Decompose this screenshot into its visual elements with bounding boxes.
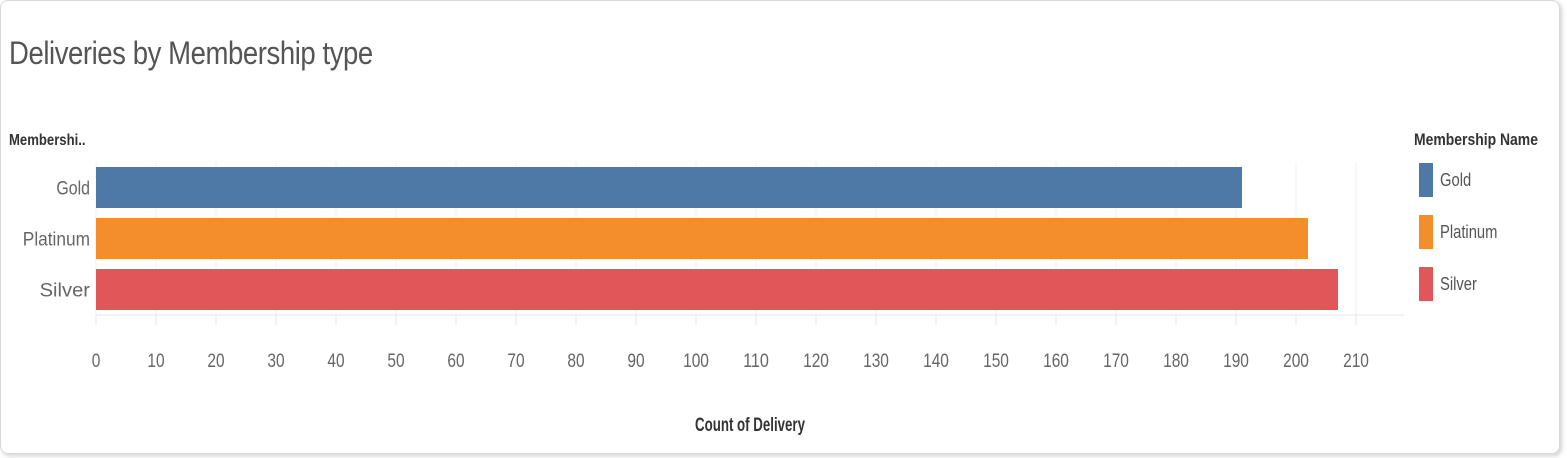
category-label-silver: Silver [40, 281, 91, 302]
x-tick-label: 150 [983, 351, 1009, 372]
legend-label-platinum: Platinum [1440, 221, 1498, 242]
legend-swatch-gold [1419, 163, 1433, 197]
row-axis-header[interactable]: Membershi.. [9, 132, 86, 149]
legend-title: Membership Name [1414, 130, 1538, 149]
bar-silver[interactable] [96, 269, 1338, 310]
x-axis-title: Count of Delivery [695, 415, 805, 436]
legend-label-gold: Gold [1440, 169, 1472, 190]
x-tick-label: 180 [1163, 351, 1189, 372]
chart-title: Deliveries by Membership type [9, 35, 373, 71]
x-tick-label: 200 [1283, 351, 1309, 372]
x-tick-label: 110 [743, 351, 769, 372]
x-tick-label: 50 [387, 351, 404, 372]
x-tick-label: 70 [507, 351, 524, 372]
x-tick-label: 30 [267, 351, 284, 372]
bar-platinum[interactable] [96, 218, 1308, 259]
legend-swatch-platinum [1419, 215, 1433, 249]
legend-item-silver[interactable]: Silver [1414, 266, 1559, 302]
legend-swatch-silver [1419, 267, 1433, 301]
x-tick-label: 40 [327, 351, 344, 372]
bar-chart-plot: Gold Platinum Silver 0 10 20 30 40 50 60 70 80 90 100… [23, 162, 1404, 436]
category-label-gold: Gold [56, 179, 90, 200]
x-tick-label: 160 [1043, 351, 1069, 372]
x-tick-label: 0 [92, 351, 101, 372]
x-tick-label: 190 [1223, 351, 1249, 372]
x-tick-label: 170 [1103, 351, 1129, 372]
legend-item-platinum[interactable]: Platinum [1414, 214, 1559, 250]
category-label-platinum: Platinum [23, 230, 90, 251]
x-tick-label: 80 [567, 351, 584, 372]
x-tick-label: 90 [627, 351, 644, 372]
x-tick-label: 120 [803, 351, 829, 372]
legend-label-silver: Silver [1440, 273, 1477, 294]
x-tick-label: 20 [207, 351, 224, 372]
x-tick-label: 130 [863, 351, 889, 372]
bar-gold[interactable] [96, 167, 1242, 208]
legend: Membership Name Gold Platinum Silver [1414, 130, 1559, 318]
x-tick-label: 100 [683, 351, 709, 372]
x-tick-label: 60 [447, 351, 464, 372]
x-tick-label: 210 [1343, 351, 1369, 372]
x-tick-label: 140 [923, 351, 949, 372]
x-tick-label: 10 [147, 351, 164, 372]
legend-item-gold[interactable]: Gold [1414, 162, 1559, 198]
